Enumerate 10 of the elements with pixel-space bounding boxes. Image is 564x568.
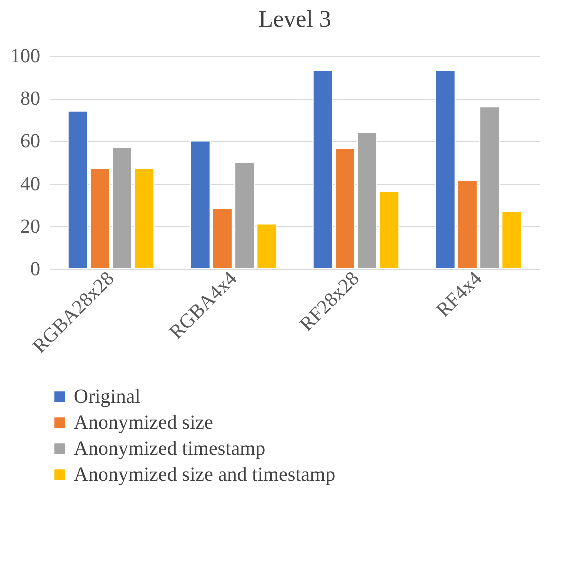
legend-label: Original: [74, 386, 142, 408]
chart-title: Level 3: [258, 7, 332, 33]
y-tick-label: 40: [20, 173, 40, 196]
legend-label: Anonymized size and timestamp: [74, 464, 336, 486]
legend-label: Anonymized timestamp: [74, 438, 266, 460]
legend-label: Anonymized size: [74, 412, 214, 434]
y-tick-label: 100: [10, 46, 40, 68]
y-tick-label: 80: [20, 88, 40, 110]
y-tick-label: 20: [20, 216, 40, 238]
y-tick-label: 60: [20, 130, 40, 153]
